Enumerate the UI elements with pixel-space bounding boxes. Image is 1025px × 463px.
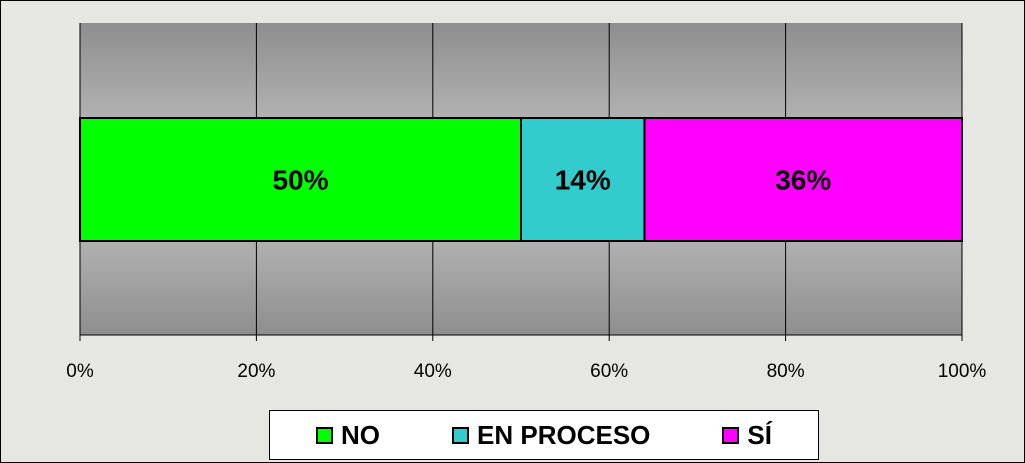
legend-label: SÍ	[747, 419, 772, 450]
legend-label: EN PROCESO	[477, 419, 651, 450]
x-tick-label: 20%	[237, 361, 275, 382]
legend-item: SÍ	[722, 420, 772, 451]
x-tick-label: 60%	[590, 361, 628, 382]
bar-segment	[643, 117, 963, 242]
legend-label: NO	[341, 419, 380, 450]
legend-swatch	[452, 426, 470, 444]
legend-item: EN PROCESO	[452, 420, 650, 451]
data-label: 36%	[775, 165, 831, 196]
x-tick-label: 40%	[414, 361, 452, 382]
bar-segment	[520, 117, 646, 242]
x-tick-label: 100%	[938, 361, 987, 382]
legend-swatch	[722, 426, 740, 444]
data-label: 50%	[272, 165, 328, 196]
data-label: 14%	[555, 165, 611, 196]
x-tick-label: 0%	[66, 361, 94, 382]
legend-swatch	[316, 426, 333, 444]
legend-item: NO	[316, 420, 380, 451]
x-tick-label: 80%	[767, 361, 805, 382]
legend: NO EN PROCESO SÍ	[269, 410, 819, 460]
